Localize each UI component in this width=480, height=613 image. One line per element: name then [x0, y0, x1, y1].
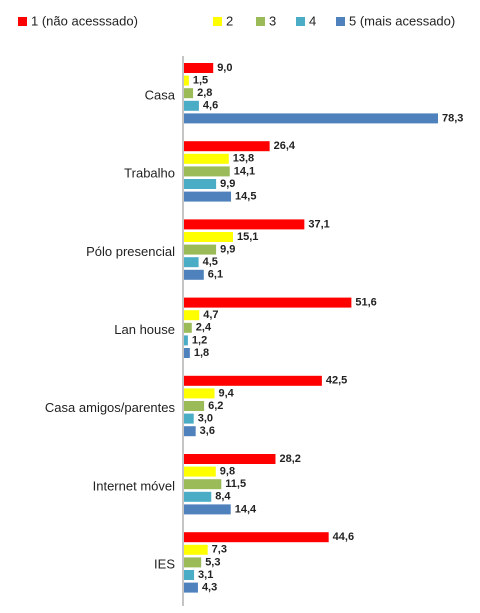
bar: [184, 401, 205, 411]
data-label: 8,4: [215, 491, 231, 503]
bar: [184, 557, 202, 568]
bar: [184, 532, 329, 543]
bar: [184, 191, 232, 202]
bar: [184, 348, 190, 358]
data-label: 2,8: [197, 87, 212, 99]
bar: [184, 141, 270, 152]
category-label: Casa amigos/parentes: [45, 400, 176, 415]
bar: [184, 179, 217, 189]
bar: [184, 257, 199, 268]
data-label: 14,4: [235, 503, 257, 515]
legend-label: 5 (mais acessado): [349, 13, 455, 28]
category-label: Lan house: [114, 322, 175, 337]
data-label: 5,3: [205, 556, 220, 568]
data-label: 2,4: [196, 322, 212, 334]
bar: [184, 322, 192, 333]
data-label: 15,1: [237, 231, 258, 243]
bar: [184, 113, 438, 124]
category-label: Pólo presencial: [86, 244, 175, 259]
data-label: 9,9: [220, 244, 235, 256]
data-label: 28,2: [279, 453, 300, 465]
category-label: Trabalho: [124, 166, 175, 181]
data-label: 9,8: [220, 466, 235, 478]
category-label: Internet móvel: [93, 478, 175, 493]
data-label: 1,5: [193, 75, 208, 87]
data-label: 51,6: [355, 297, 376, 309]
bar: [184, 491, 212, 502]
bar: [184, 63, 214, 73]
data-label: 4,6: [203, 100, 218, 112]
bar: [184, 75, 189, 86]
data-label: 6,1: [208, 269, 223, 281]
legend-swatch: [213, 17, 222, 26]
bar: [184, 88, 194, 99]
data-label: 37,1: [308, 218, 329, 230]
data-label: 1,2: [192, 334, 207, 346]
legend-label: 2: [226, 13, 233, 28]
bar: [184, 544, 208, 555]
bar: [184, 244, 217, 255]
legend-label: 1 (não acesssado): [31, 13, 138, 28]
bar: [184, 413, 194, 424]
bar: [184, 375, 322, 386]
data-label: 3,6: [200, 425, 215, 437]
data-label: 6,2: [208, 400, 223, 412]
legend-swatch: [18, 17, 27, 26]
legend-label: 3: [269, 13, 276, 28]
bar: [184, 466, 216, 477]
legend-swatch: [336, 17, 345, 26]
bar: [184, 232, 233, 242]
bar: [184, 297, 352, 308]
data-label: 4,3: [202, 582, 217, 594]
bar: [184, 479, 222, 490]
data-label: 11,5: [225, 478, 246, 490]
bar: [184, 504, 231, 515]
legend-label: 4: [309, 13, 316, 28]
data-label: 4,5: [203, 256, 218, 268]
bar: [184, 582, 198, 593]
data-label: 3,0: [198, 413, 213, 425]
legend-swatch: [256, 17, 265, 26]
data-label: 4,7: [203, 309, 218, 321]
bar: [184, 454, 276, 464]
data-label: 1,8: [194, 347, 209, 359]
legend-swatch: [296, 17, 305, 26]
bar: [184, 335, 188, 346]
bar: [184, 100, 199, 111]
category-label: Casa: [145, 87, 176, 102]
data-label: 78,3: [442, 112, 463, 124]
bar: [184, 219, 305, 230]
data-label: 14,5: [235, 191, 256, 203]
bar: [184, 166, 230, 177]
data-label: 9,9: [220, 178, 235, 190]
bar: [184, 310, 200, 321]
data-label: 9,0: [217, 62, 232, 74]
bar: [184, 388, 215, 399]
data-label: 7,3: [212, 544, 227, 556]
category-label: IES: [154, 557, 175, 572]
data-label: 9,4: [218, 387, 234, 399]
data-label: 42,5: [326, 375, 347, 387]
bar: [184, 426, 196, 437]
bar: [184, 570, 195, 580]
data-label: 14,1: [234, 165, 255, 177]
data-label: 3,1: [198, 569, 213, 581]
data-label: 13,8: [233, 153, 254, 165]
data-label: 26,4: [274, 140, 296, 152]
data-label: 44,6: [333, 531, 354, 543]
bar: [184, 269, 204, 280]
bar: [184, 153, 229, 164]
